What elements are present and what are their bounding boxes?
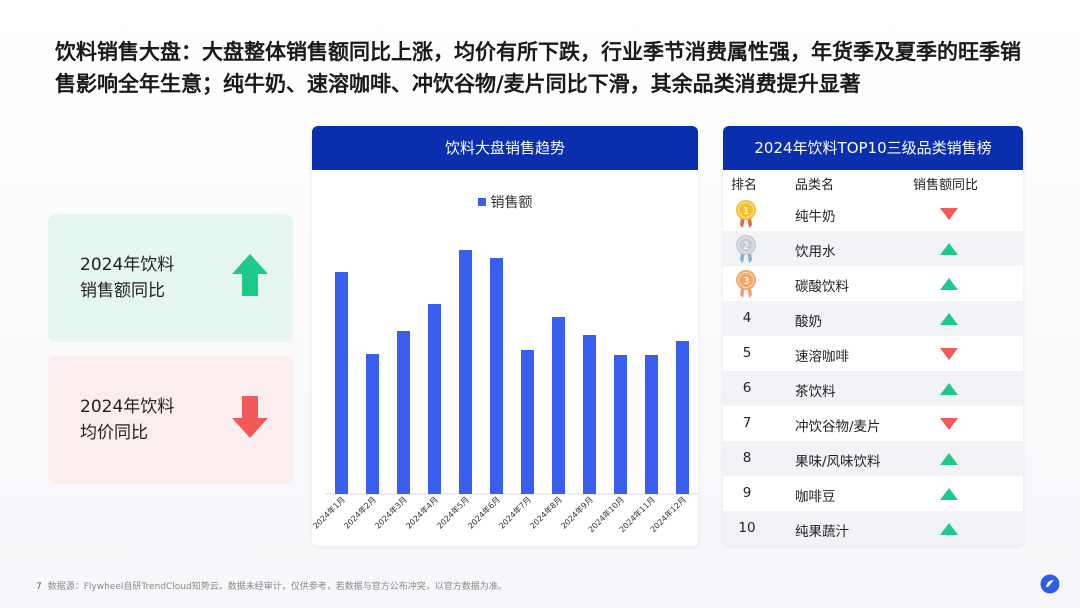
rank-row: 1 纯牛奶 [723,196,1023,231]
rank-number: 8 [742,450,752,466]
bar-4 [428,304,441,494]
page-number: 7 [36,582,42,592]
triangle-up-icon [940,453,958,465]
kpi-price-line1: 2024年饮料 [80,397,175,417]
bar-10 [614,355,627,494]
rank-category-name: 酸奶 [795,314,822,330]
rank-row: 9 咖啡豆 [723,476,1023,511]
triangle-up-icon [940,243,958,255]
rank-header: 排名 品类名 销售额同比 [723,174,1023,194]
bar-3 [397,331,410,494]
x-tick-label: 2024年2月 [342,494,378,530]
chart-legend: 销售额 [312,192,698,212]
page-headline: 饮料销售大盘：大盘整体销售额同比上涨，均价有所下跌，行业季节消费属性强，年货季及… [55,40,1021,96]
bar-2 [366,354,379,494]
bar-1 [335,272,348,494]
bar-7 [521,350,534,494]
legend-swatch [477,198,486,206]
svg-text:3: 3 [743,276,749,287]
source-note: 数据源：Flywheel自研TrendCloud知势云。数据未经审计，仅供参考，… [47,582,507,592]
rank-row: 2 饮用水 [723,231,1023,266]
rank-number: 7 [742,415,752,431]
bar-6 [490,258,503,494]
kpi-card-sales: 2024年饮料 销售额同比 [48,214,293,342]
arrow-down-icon [232,396,268,438]
rank-category-name: 速溶咖啡 [795,349,849,365]
sales-trend-title: 饮料大盘销售趋势 [312,126,698,170]
flywheel-logo-icon [1040,574,1060,594]
rank-category-name: 冲饮谷物/麦片 [795,419,881,435]
rank-number: 6 [742,380,752,396]
legend-label: 销售额 [490,195,533,211]
col-rank: 排名 [731,178,758,193]
rank-row: 5 速溶咖啡 [723,336,1023,371]
kpi-card-price: 2024年饮料 均价同比 [48,356,293,484]
x-tick-label: 2024年8月 [528,494,564,530]
svg-text:1: 1 [743,206,749,217]
triangle-down-icon [940,208,958,220]
x-tick-label: 2024年3月 [373,494,409,530]
triangle-down-icon [940,418,958,430]
triangle-up-icon [940,488,958,500]
x-tick-label: 2024年1月 [312,494,347,530]
rank-row: 7 冲饮谷物/麦片 [723,406,1023,441]
medal-bronze-icon: 3 [736,270,756,298]
bar-chart: 2024年1月2024年2月2024年3月2024年4月2024年5月2024年… [312,250,698,534]
rank-number: 10 [738,520,756,536]
kpi-sales-line2: 销售额同比 [80,281,165,301]
rank-category-name: 咖啡豆 [795,489,836,505]
svg-text:2: 2 [743,241,749,252]
bar-5 [459,250,472,494]
rank-number: 5 [742,345,752,361]
arrow-up-icon [232,254,268,296]
footer: 7 数据源：Flywheel自研TrendCloud知势云。数据未经审计，仅供参考… [36,579,507,592]
rank-category-name: 饮用水 [795,244,836,260]
rank-row: 10 纯果蔬汁 [723,511,1023,546]
rank-category-name: 果味/风味饮料 [795,454,881,470]
x-tick-label: 2024年5月 [435,494,471,530]
triangle-down-icon [940,348,958,360]
medal-silver-icon: 2 [736,235,756,263]
rank-row: 6 茶饮料 [723,371,1023,406]
x-tick-label: 2024年7月 [497,494,533,530]
x-tick-label: 2024年6月 [466,494,502,530]
rank-category-name: 纯果蔬汁 [795,524,849,540]
bar-9 [583,335,596,494]
kpi-price-line2: 均价同比 [80,423,148,443]
rank-row: 3 碳酸饮料 [723,266,1023,301]
rank-row: 8 果味/风味饮料 [723,441,1023,476]
rank-number: 9 [742,485,752,501]
triangle-up-icon [940,313,958,325]
triangle-up-icon [940,278,958,290]
rank-row: 4 酸奶 [723,301,1023,336]
x-tick-label: 2024年4月 [404,494,440,530]
triangle-up-icon [940,523,958,535]
bar-8 [552,317,565,494]
rank-category-name: 碳酸饮料 [795,279,849,295]
rank-number: 4 [742,310,752,326]
kpi-sales-line1: 2024年饮料 [80,255,175,275]
col-category: 品类名 [795,178,835,193]
rank-category-name: 纯牛奶 [795,209,836,225]
kpi-price-label: 2024年饮料 均价同比 [80,394,210,446]
bar-11 [645,355,658,494]
bar-12 [676,341,689,494]
col-change: 销售额同比 [913,178,979,193]
medal-gold-icon: 1 [736,200,756,228]
kpi-sales-label: 2024年饮料 销售额同比 [80,252,210,304]
rank-category-name: 茶饮料 [795,384,836,400]
sales-trend-panel: 饮料大盘销售趋势 销售额 2024年1月 2024年2月 2024年3月 2024年4… [312,126,698,546]
category-rank-panel: 2024年饮料TOP10三级品类销售榜 排名 品类名 销售额同比 1 纯牛奶 2 饮用… [723,126,1023,546]
triangle-up-icon [940,383,958,395]
rank-title: 2024年饮料TOP10三级品类销售榜 [723,126,1023,170]
